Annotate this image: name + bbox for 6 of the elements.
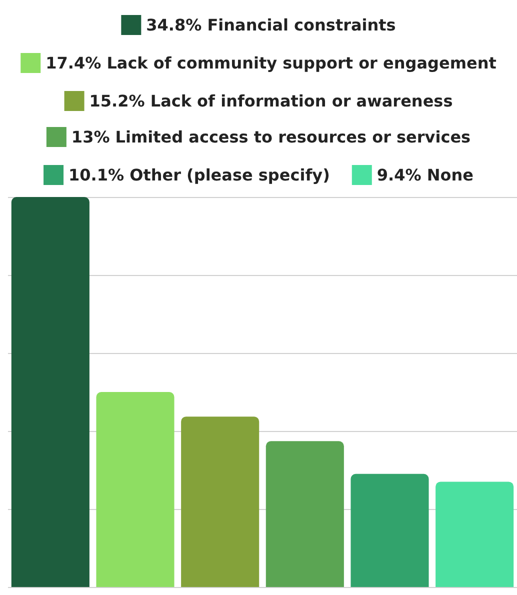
legend-label: 17.4% Lack of community support or engagement [46,54,497,72]
legend-label: 13% Limited access to resources or services [71,128,471,146]
legend-label: 34.8% Financial constraints [146,16,396,34]
legend-label: 15.2% Lack of information or awareness [89,92,453,110]
legend-label: 9.4% None [376,166,474,184]
legend-label: 10.1% Other (please specify) [68,166,330,184]
